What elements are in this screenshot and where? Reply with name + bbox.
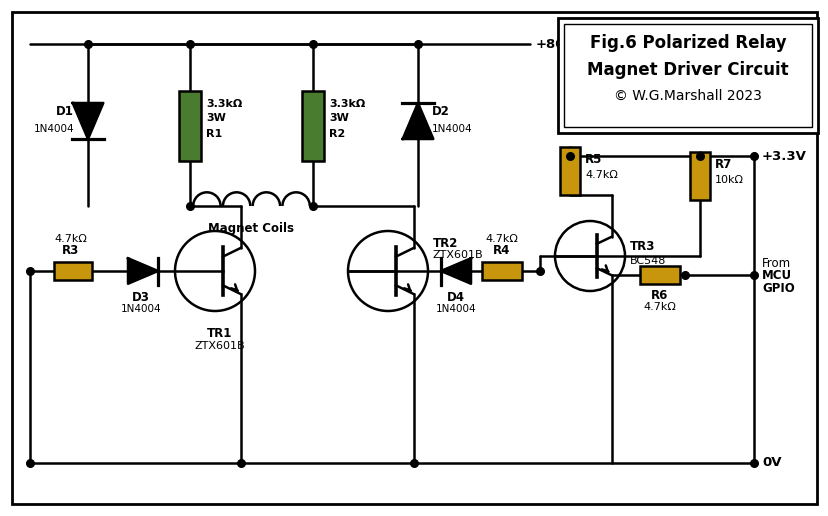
Text: R7: R7 xyxy=(714,157,731,170)
Bar xyxy=(481,262,522,280)
Polygon shape xyxy=(440,258,470,284)
Text: Magnet Driver Circuit: Magnet Driver Circuit xyxy=(586,61,788,79)
Text: 10kΩ: 10kΩ xyxy=(714,175,743,185)
Text: GPIO: GPIO xyxy=(761,282,794,295)
Text: MCU: MCU xyxy=(761,269,792,282)
Text: 4.7kΩ: 4.7kΩ xyxy=(585,170,617,180)
Bar xyxy=(639,266,679,284)
Text: TR1: TR1 xyxy=(207,327,233,340)
Text: TR2: TR2 xyxy=(432,236,458,250)
Text: Fig.6 Polarized Relay: Fig.6 Polarized Relay xyxy=(589,34,786,52)
Text: R1: R1 xyxy=(205,129,222,139)
Text: 3.3kΩ: 3.3kΩ xyxy=(205,99,242,109)
Bar xyxy=(54,262,92,280)
Text: 1N4004: 1N4004 xyxy=(33,124,74,134)
Text: R6: R6 xyxy=(651,289,668,302)
Text: R2: R2 xyxy=(329,129,344,139)
Bar xyxy=(301,91,324,161)
Text: D1: D1 xyxy=(56,105,74,118)
Text: ZTX601B: ZTX601B xyxy=(432,250,483,260)
Text: 3W: 3W xyxy=(329,113,349,123)
Text: 3.3kΩ: 3.3kΩ xyxy=(329,99,365,109)
Text: D2: D2 xyxy=(431,105,450,118)
Polygon shape xyxy=(73,103,104,139)
Text: 3W: 3W xyxy=(205,113,225,123)
Text: Magnet Coils: Magnet Coils xyxy=(209,222,294,235)
Text: 1N4004: 1N4004 xyxy=(431,124,472,134)
Bar xyxy=(563,24,811,127)
Text: 4.7kΩ: 4.7kΩ xyxy=(55,234,87,244)
Bar xyxy=(557,18,817,133)
Text: +3.3V: +3.3V xyxy=(761,150,806,163)
Text: 0V: 0V xyxy=(761,457,781,470)
Text: © W.G.Marshall 2023: © W.G.Marshall 2023 xyxy=(614,89,761,103)
Text: TR3: TR3 xyxy=(629,239,655,252)
Text: 4.7kΩ: 4.7kΩ xyxy=(643,302,676,312)
Text: +80V: +80V xyxy=(536,38,575,51)
Text: BC548: BC548 xyxy=(629,256,666,266)
Text: R3: R3 xyxy=(62,244,79,257)
Text: R5: R5 xyxy=(585,153,602,166)
Bar xyxy=(689,152,709,200)
Text: ZTX601B: ZTX601B xyxy=(195,341,245,351)
Bar xyxy=(560,147,580,195)
Text: D3: D3 xyxy=(132,291,150,304)
Bar xyxy=(179,91,200,161)
Text: 1N4004: 1N4004 xyxy=(436,304,476,314)
Polygon shape xyxy=(128,258,158,284)
Text: D4: D4 xyxy=(446,291,465,304)
Text: R4: R4 xyxy=(493,244,510,257)
Text: 4.7kΩ: 4.7kΩ xyxy=(485,234,518,244)
Polygon shape xyxy=(402,103,433,139)
Text: 1N4004: 1N4004 xyxy=(121,304,161,314)
Text: From: From xyxy=(761,257,790,270)
